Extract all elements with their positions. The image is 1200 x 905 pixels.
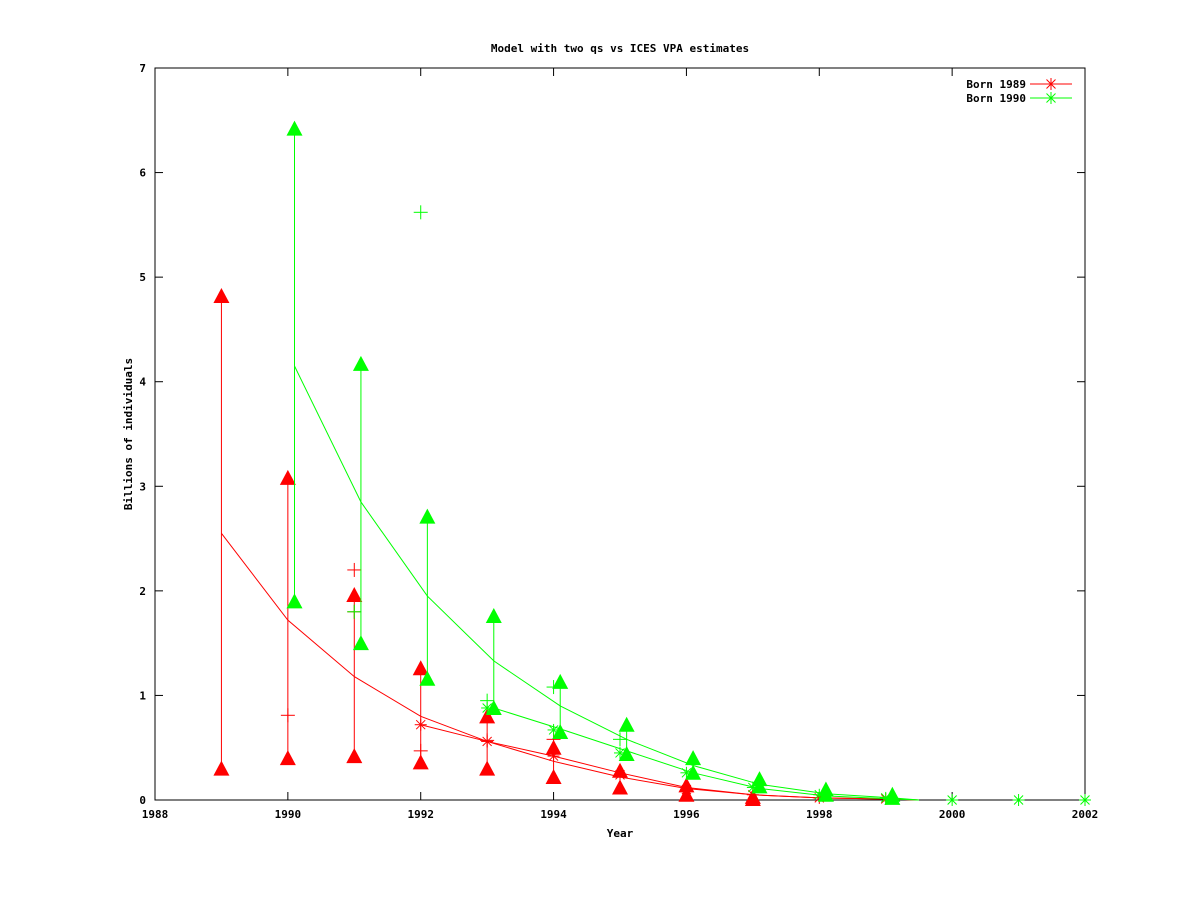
- star-stroke: [615, 770, 625, 780]
- y-tick-label: 2: [139, 585, 146, 598]
- plot-frame: [154, 67, 1086, 801]
- range-low-marker: [618, 745, 635, 761]
- star-marker: [414, 718, 427, 731]
- range-low-marker: [545, 768, 562, 784]
- plus-marker: [413, 743, 428, 758]
- range-low-marker: [419, 670, 436, 686]
- legend-label: Born 1989: [966, 78, 1026, 91]
- star-marker: [481, 735, 494, 748]
- star-stroke: [681, 784, 692, 795]
- range-low-marker: [552, 724, 569, 740]
- star-marker: [680, 783, 693, 796]
- range-low-marker: [279, 750, 296, 766]
- plus-marker: [280, 708, 295, 723]
- star-stroke: [1046, 93, 1056, 103]
- range-low-marker: [412, 754, 429, 770]
- star-marker: [481, 701, 494, 714]
- chart-title: Model with two qs vs ICES VPA estimates: [491, 42, 749, 55]
- range-low-marker: [213, 760, 230, 776]
- range-high-marker: [685, 750, 702, 766]
- legend-marker: [1045, 92, 1057, 104]
- star-stroke: [415, 719, 426, 730]
- star-marker: [746, 781, 759, 794]
- star-marker: [680, 766, 693, 779]
- star-stroke: [482, 703, 492, 713]
- x-tick-label: 1990: [275, 808, 302, 821]
- x-tick-label: 1996: [673, 808, 700, 821]
- y-axis-label: Billions of individuals: [122, 358, 135, 510]
- star-marker: [547, 750, 560, 763]
- star-stroke: [748, 782, 758, 793]
- legend-label: Born 1990: [966, 92, 1026, 105]
- x-tick-label: 1998: [806, 808, 833, 821]
- series-1: [213, 287, 919, 806]
- star-stroke: [548, 725, 559, 735]
- plot-area: [213, 120, 1091, 806]
- plus-marker: [347, 604, 362, 619]
- y-tick-label: 6: [139, 167, 146, 180]
- range-high-marker: [279, 469, 296, 485]
- star-stroke: [1013, 795, 1024, 805]
- x-tick-label: 1988: [142, 808, 169, 821]
- y-tick-label: 3: [139, 480, 146, 493]
- star-marker: [813, 788, 826, 801]
- range-high-marker: [552, 673, 569, 689]
- range-low-marker: [346, 748, 363, 764]
- y-tick-label: 1: [139, 689, 146, 702]
- star-stroke: [880, 793, 891, 803]
- y-tick-label: 5: [139, 271, 146, 284]
- y-tick-label: 0: [139, 794, 146, 807]
- star-marker: [879, 791, 892, 804]
- series-2: [286, 120, 1091, 806]
- range-high-marker: [346, 587, 363, 603]
- range-low-marker: [352, 635, 369, 651]
- x-tick-label: 2002: [1072, 808, 1099, 821]
- plus-marker: [347, 562, 362, 577]
- range-high-marker: [751, 771, 768, 787]
- model-line: [294, 365, 919, 801]
- plus-marker: [613, 732, 627, 747]
- star-marker: [547, 723, 560, 736]
- star-stroke: [1046, 79, 1056, 89]
- x-tick-label: 1994: [540, 808, 567, 821]
- y-tick-label: 4: [139, 376, 146, 389]
- star-stroke: [482, 736, 492, 747]
- star-stroke: [548, 751, 559, 761]
- axis-ticks: 1988 1990 1992 1994 1996 1998 2000 2002 0 1 2 3 4 5 6 7: [139, 62, 1098, 821]
- range-low-marker: [286, 593, 303, 609]
- star-stroke: [947, 795, 957, 805]
- star-marker: [1012, 794, 1025, 806]
- range-high-marker: [545, 739, 562, 755]
- x-axis-label: Year: [607, 827, 634, 840]
- star-stroke: [615, 748, 625, 758]
- estimate-line: [420, 724, 919, 801]
- range-high-marker: [479, 708, 496, 724]
- star-marker: [946, 794, 959, 806]
- range-high-marker: [485, 607, 502, 623]
- range-high-marker: [352, 355, 369, 371]
- x-tick-label: 2000: [939, 808, 966, 821]
- estimate-line: [493, 707, 919, 801]
- range-high-marker: [412, 660, 429, 676]
- x-tick-label: 1992: [407, 808, 434, 821]
- range-low-marker: [479, 760, 496, 776]
- star-marker: [614, 768, 626, 781]
- plus-marker: [413, 205, 428, 220]
- legend-marker: [1045, 78, 1057, 90]
- star-stroke: [814, 789, 825, 800]
- range-low-marker: [612, 779, 628, 795]
- plus-marker: [546, 680, 561, 695]
- star-marker: [1079, 794, 1091, 806]
- star-stroke: [1080, 795, 1090, 805]
- range-high-marker: [618, 716, 635, 732]
- range-high-marker: [419, 508, 436, 524]
- y-tick-label: 7: [139, 62, 146, 75]
- range-high-marker: [286, 120, 303, 136]
- star-stroke: [681, 767, 692, 778]
- star-marker: [614, 746, 626, 759]
- range-high-marker: [213, 287, 230, 303]
